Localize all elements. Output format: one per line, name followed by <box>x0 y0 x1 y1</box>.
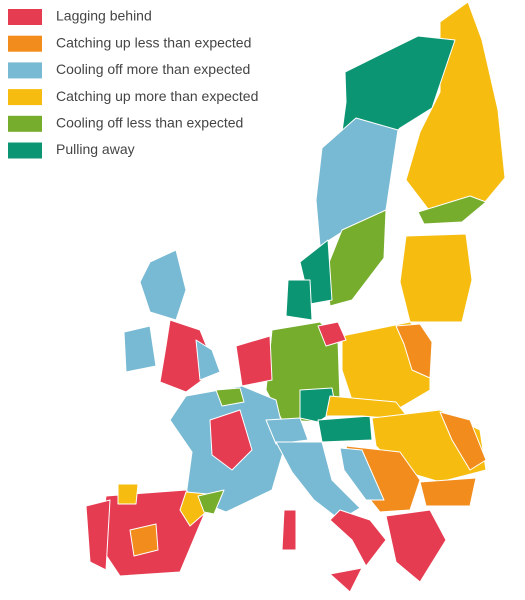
legend-label: Catching up more than expected <box>56 88 258 104</box>
region <box>317 321 347 347</box>
region <box>419 477 477 507</box>
region <box>265 417 309 445</box>
region <box>209 409 253 471</box>
region <box>317 415 373 443</box>
region <box>405 1 506 215</box>
region <box>417 195 487 225</box>
region <box>285 279 313 321</box>
region <box>235 335 273 387</box>
region <box>123 325 157 373</box>
legend-label: Cooling off less than expected <box>56 115 243 131</box>
region <box>215 387 245 407</box>
legend-swatch <box>8 115 42 132</box>
legend-label: Cooling off more than expected <box>56 61 250 77</box>
region <box>117 483 139 505</box>
map <box>85 1 506 593</box>
legend: Lagging behind Catching up less than expe… <box>8 8 258 159</box>
region <box>129 523 159 557</box>
legend-swatch <box>8 89 42 106</box>
region <box>439 411 487 471</box>
region <box>341 35 456 151</box>
region <box>281 509 297 551</box>
legend-label: Lagging behind <box>56 8 152 24</box>
region <box>197 489 225 515</box>
region <box>329 509 387 567</box>
legend-swatch <box>8 62 42 79</box>
region <box>139 249 187 321</box>
legend-swatch <box>8 142 42 159</box>
region <box>399 233 473 323</box>
region <box>395 323 433 379</box>
region <box>385 509 447 583</box>
region <box>85 499 111 571</box>
region <box>195 339 221 381</box>
legend-label: Pulling away <box>56 141 135 157</box>
legend-swatch <box>8 9 42 25</box>
legend-swatch <box>8 35 42 52</box>
region <box>329 567 363 593</box>
region <box>339 447 385 501</box>
legend-label: Catching up less than expected <box>56 34 251 50</box>
